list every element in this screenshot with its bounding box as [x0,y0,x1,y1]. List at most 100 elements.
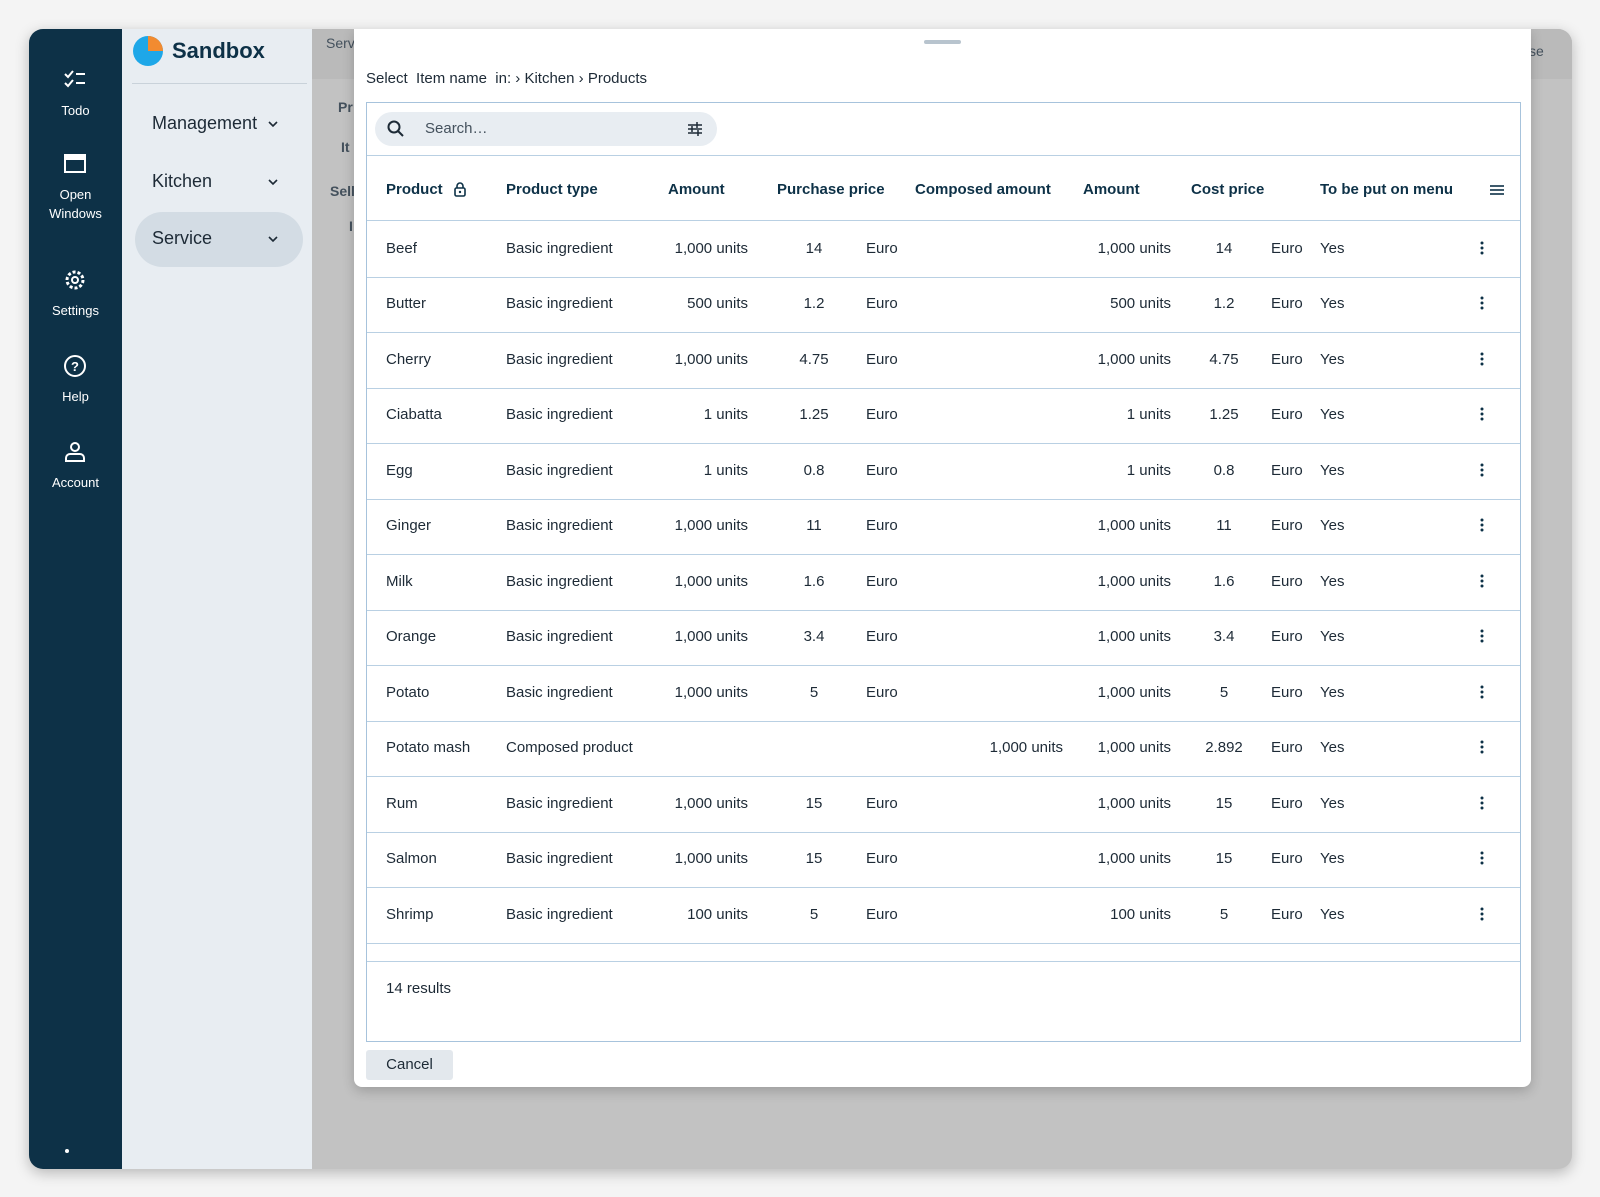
table-cell: 1,000 units [1097,628,1171,646]
menu-item[interactable]: Kitchen [152,171,213,191]
table-cell: 14 [805,239,823,257]
row-menu[interactable] [1480,685,1484,704]
row-line [367,831,1520,833]
row-menu[interactable] [1480,907,1484,926]
column-header[interactable]: Cost price [1191,181,1265,198]
table-cell: Euro [1271,739,1303,757]
results-count: 14 results [386,980,452,997]
table-cell: 1,000 units [1097,350,1171,368]
column-menu-icon[interactable] [1490,183,1504,201]
column-header[interactable]: Product [386,181,443,198]
table-cell: Euro [866,350,898,368]
nav-label[interactable]: Help [62,389,89,404]
row-menu[interactable] [1480,296,1484,315]
table-cell: Salmon [386,850,437,868]
chevron [267,175,279,193]
row-menu[interactable] [1480,629,1484,648]
table-cell: Basic ingredient [506,295,613,313]
row-menu[interactable] [1480,518,1484,537]
row-menu[interactable] [1480,796,1484,815]
svg-text:?: ? [71,359,79,374]
table-cell: Composed product [506,739,633,757]
table-cell: 4.75 [1209,350,1239,368]
table-cell: 2.892 [1205,739,1243,757]
nav-label[interactable]: Open Windows [49,187,102,221]
table-cell: 1,000 units [674,850,748,868]
table-cell: 15 [1215,794,1233,812]
nav-icon[interactable] [63,269,87,291]
table-cell: Euro [1271,850,1303,868]
logo [133,36,163,66]
table-cell: Basic ingredient [506,406,613,424]
table-cell: 5 [1219,683,1229,701]
table-cell: 15 [805,794,823,812]
search-box[interactable]: Search… [375,112,717,146]
table-cell: 5 [809,905,819,923]
column-header[interactable]: Amount [1083,181,1140,198]
search-placeholder: Search… [425,120,488,137]
column-header[interactable]: Composed amount [915,181,1051,198]
table-cell: Basic ingredient [506,683,613,701]
column-header[interactable]: Purchase price [777,181,885,198]
nav-icon[interactable]: ? [63,355,87,377]
table-cell: Rum [386,794,418,812]
cancel-button[interactable]: Cancel [366,1050,453,1080]
table-cell: 5 [809,683,819,701]
table-cell: Basic ingredient [506,350,613,368]
table-cell: Yes [1320,850,1345,868]
page-indicator [65,1149,69,1153]
background-text: It [341,139,350,155]
table-cell: 1.25 [1209,406,1239,424]
row-menu[interactable] [1480,241,1484,260]
row-menu[interactable] [1480,407,1484,426]
table-cell: Euro [866,628,898,646]
table-cell: 11 [806,517,822,535]
table-cell: Yes [1320,628,1345,646]
filter-icon[interactable] [687,122,703,136]
table-cell: 1,000 units [1097,739,1171,757]
table-cell: 1,000 units [674,572,748,590]
table-cell: 1,000 units [1097,683,1171,701]
nav-label[interactable]: Account [52,475,99,490]
row-menu[interactable] [1480,352,1484,371]
nav-label[interactable]: Todo [61,103,90,118]
menu-item[interactable]: Management [152,113,258,133]
background-text: I [349,218,353,234]
table-cell: Euro [866,905,898,923]
breadcrumb-item[interactable]: Products [587,70,648,87]
table-cell: 1,000 units [1097,794,1171,812]
row-line [367,332,1520,333]
table-cell: 1,000 units [674,794,748,812]
column-header[interactable]: Amount [668,181,725,198]
table-cell: Euro [866,239,898,257]
table-cell: Euro [866,794,898,812]
table-cell: 1.6 [1213,572,1235,590]
table-cell: 1,000 units [1097,572,1171,590]
header-top-line [367,155,1520,156]
nav-label[interactable]: Settings [52,303,99,318]
table-cell: 1,000 units [674,517,748,535]
row-menu[interactable] [1480,851,1484,870]
nav-icon[interactable] [63,441,87,463]
nav-icon[interactable] [63,153,87,175]
row-menu[interactable] [1480,574,1484,593]
column-header[interactable]: To be put on menu [1320,181,1454,198]
drag-handle[interactable] [924,40,961,44]
row-menu[interactable] [1480,740,1484,759]
table-cell: Yes [1320,739,1345,757]
column-header[interactable]: Product type [506,181,598,198]
table-cell: Euro [1271,461,1303,479]
table-cell: 0.8 [1213,461,1235,479]
table-cell: 1,000 units [1097,850,1171,868]
table-cell: 1,000 units [674,683,748,701]
breadcrumb-item[interactable]: Kitchen [524,70,575,87]
table-cell: Yes [1320,683,1345,701]
row-line [367,443,1520,444]
nav-icon[interactable] [63,69,87,91]
row-menu[interactable] [1480,463,1484,482]
table-cell: 500 units [687,295,748,313]
menu-item[interactable]: Service [152,228,213,248]
table-cell: Basic ingredient [506,628,613,646]
row-line [367,887,1520,888]
table-cell: Ginger [386,517,432,535]
